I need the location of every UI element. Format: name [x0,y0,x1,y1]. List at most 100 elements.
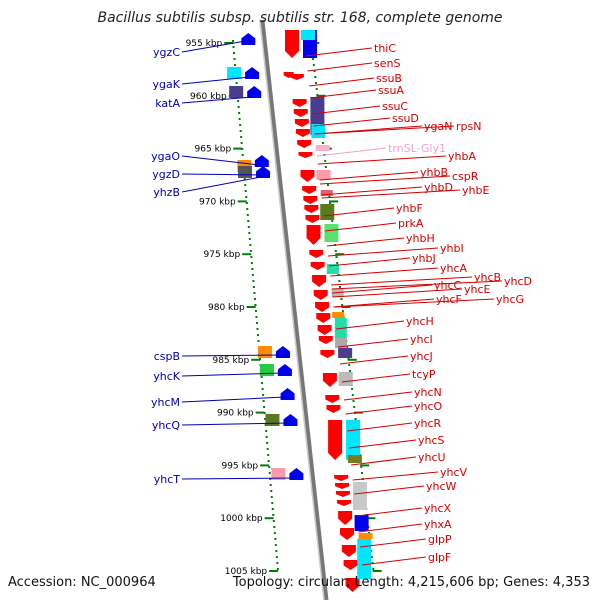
left-scale-dot [273,532,276,534]
genome-backbone [259,19,329,600]
gene-feature-box [335,338,348,348]
gene-feature-box [227,67,242,79]
left-scale-dot [239,130,242,132]
right-scale-dot [336,262,339,264]
right-gene-label: glpF [428,551,451,564]
left-scale-dot [245,196,248,198]
left-label-connector [181,372,283,377]
right-gene-label: yhcG [496,293,524,306]
right-gene-label: yhcA [440,262,468,275]
right-label-connector [343,391,413,401]
right-gene-label: yhcE [464,283,491,296]
left-scale-dot [240,142,243,144]
gene-arrow [294,119,309,127]
gene-arrow [317,325,332,335]
right-gene-label: yhbF [396,202,423,215]
right-scale-dot [329,202,332,204]
right-label-connector [330,267,439,277]
left-scale-dot [239,124,242,126]
left-scale-dot [238,112,241,114]
left-scale-dot [240,136,243,138]
gene-feature-box [338,372,353,386]
gene-feature-box [347,455,362,463]
gene-arrow [293,109,308,117]
right-gene-label: prkA [398,217,424,230]
right-gene-label: yhbB [420,166,448,179]
left-scale-dot [265,436,268,438]
left-scale-dot [262,400,265,402]
gene-arrow [326,405,341,413]
gene-feature-box [358,533,373,539]
left-scale-dot [250,262,253,264]
right-scale-dot [371,562,374,564]
right-gene-label: yhcW [426,480,457,493]
left-label-connector [181,173,261,176]
left-scale-dot [267,460,270,462]
right-scale-dot [312,64,315,66]
right-label-connector [312,105,381,115]
right-label-connector [332,288,463,298]
right-gene-label: ssuD [392,112,419,125]
right-scale-dot [314,82,317,84]
right-gene-label: yhcC [434,279,462,292]
right-label-connector [347,422,413,432]
right-label-connector [310,89,377,99]
right-gene-label: yhcH [406,315,434,328]
gene-feature-box [265,414,280,426]
left-gene-label: yhcT [154,473,181,486]
right-scale-dot [370,556,373,558]
left-scale-dot [255,316,258,318]
gene-arrow-reverse [275,346,290,358]
left-scale-dot [274,538,277,540]
right-gene-label: rpsN [456,120,481,133]
kbp-tick-label: 985 kbp [212,356,249,366]
right-label-connector [358,523,423,533]
right-scale-dot [353,406,356,408]
genome-title: Bacillus subtilis subsp. subtilis str. 1… [97,10,503,26]
left-scale-dot [244,190,247,192]
gene-feature-box [301,30,315,40]
right-scale-dot [360,472,363,474]
gene-arrow [285,30,299,58]
left-gene-label: yhcQ [152,419,181,432]
right-scale-dot [351,388,354,390]
right-scale-dot [339,286,342,288]
kbp-tick-label: 990 kbp [217,409,254,419]
gene-arrow-reverse [256,166,271,178]
right-gene-label: cspR [452,170,479,183]
genome-backbone-highlight [259,19,325,600]
right-scale-dot [313,70,316,72]
right-gene-label: yhcI [410,333,433,346]
left-scale-dot [254,304,257,306]
gene-arrow [306,225,321,245]
right-scale-dot [346,346,349,348]
right-label-connector [317,155,447,165]
gene-arrow [283,72,294,78]
left-label-connector [181,477,294,480]
gene-arrow-reverse [247,86,262,98]
right-label-connector [309,77,375,87]
left-scale-dot [247,220,250,222]
right-label-connector [321,186,423,196]
gene-arrow-reverse [280,388,295,400]
right-gene-label: ssuB [376,72,402,85]
kbp-tick-label: 1005 kbp [225,567,268,577]
left-scale-dot [257,340,260,342]
gene-arrow [316,313,331,323]
left-scale-dot [256,328,259,330]
gene-feature-box [316,170,331,180]
left-scale-dot [260,376,263,378]
right-label-connector [332,284,433,294]
left-scale-dot [235,82,238,84]
left-label-connector [181,176,261,193]
gene-arrow [328,420,343,460]
right-scale-dot [314,76,317,78]
right-label-connector [333,298,495,308]
left-scale-dot [269,478,272,480]
right-scale-dot [348,370,351,372]
kbp-tick-label: 980 kbp [208,303,245,313]
right-label-connector [319,175,451,185]
left-scale-dot [252,280,255,282]
gene-arrow [297,140,312,148]
left-scale-dot [248,232,251,234]
